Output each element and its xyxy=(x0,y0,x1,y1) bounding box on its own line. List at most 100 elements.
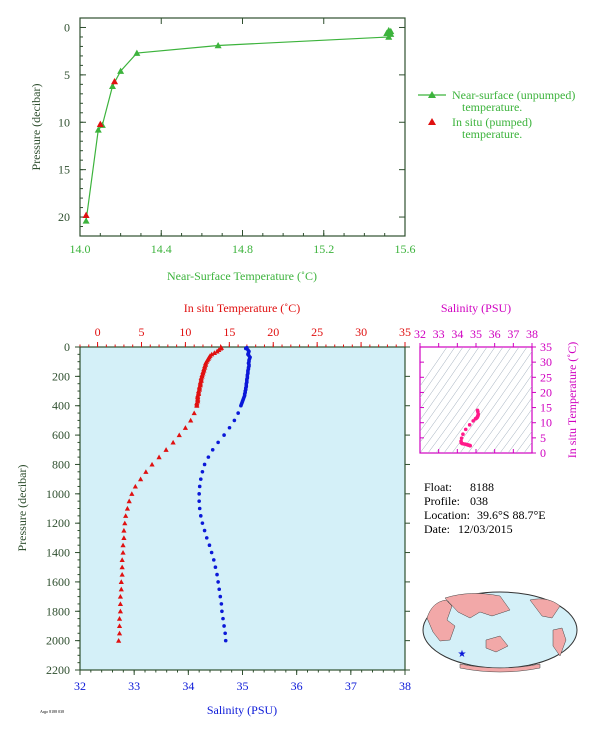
in-situ-point xyxy=(82,211,90,218)
ts-isopycnal-line xyxy=(467,362,532,453)
ts-xtick-label: 33 xyxy=(433,327,445,341)
profile-chart: 0 5 10 15 20 25 30 35 32 33 34 35 36 37 38 0 200 400 600 80… xyxy=(15,301,411,717)
map-antarctica xyxy=(459,663,541,673)
temperature-point xyxy=(119,557,125,562)
temp-tick-label: 25 xyxy=(311,325,323,339)
temperature-point xyxy=(120,549,126,555)
salinity-point xyxy=(215,572,219,577)
ts-isopycnal-line xyxy=(420,347,472,421)
ts-isopycnal-line xyxy=(443,347,520,453)
temperature-point xyxy=(117,593,124,599)
ts-point xyxy=(467,423,472,427)
pressure-tick-label: 2200 xyxy=(46,663,70,677)
salinity-point xyxy=(197,506,202,511)
temperature-point xyxy=(143,469,149,474)
float-location-marker: ★ xyxy=(458,649,467,660)
near-surface-point xyxy=(109,82,116,90)
near-surface-legend: Near-surface (unpumped) temperature. In … xyxy=(418,88,578,141)
temperature-point xyxy=(119,564,125,570)
near-surface-xtick-label: 14.4 xyxy=(151,242,172,256)
in-situ-point xyxy=(96,120,104,127)
salinity-point xyxy=(197,492,201,496)
profile-label: Profile: xyxy=(424,494,460,508)
ts-isopycnal-line xyxy=(523,441,532,453)
ts-xtick-label: 38 xyxy=(526,327,538,341)
temperature-point xyxy=(121,535,127,540)
ts-point xyxy=(459,436,464,440)
near-surface-ytick-label: 15 xyxy=(58,163,70,177)
ts-isopycnal-line xyxy=(491,397,532,453)
salinity-point xyxy=(222,433,226,437)
near-surface-ytick-label: 0 xyxy=(64,20,70,34)
salinity-point xyxy=(213,565,218,570)
ts-ytick-label: 0 xyxy=(540,446,546,460)
ts-point xyxy=(471,419,476,423)
temp-tick-label: 20 xyxy=(267,325,279,339)
near-surface-ytick-label: 10 xyxy=(58,115,70,129)
salinity-point xyxy=(217,587,222,592)
salinity-point xyxy=(197,484,202,489)
salinity-point xyxy=(222,624,226,628)
temperature-point xyxy=(126,498,132,504)
near-surface-xtick-label: 15.6 xyxy=(395,242,416,256)
near-surface-point xyxy=(385,33,393,40)
location-value: 39.6°S 88.7°E xyxy=(477,508,546,522)
ts-isopycnal-line xyxy=(451,347,528,453)
profile-series xyxy=(116,345,252,643)
ts-isopycnal-line xyxy=(420,347,488,443)
salinity-point xyxy=(202,528,207,533)
profile-bottom-xlabel: Salinity (PSU) xyxy=(207,703,277,717)
salinity-point xyxy=(206,455,211,459)
salinity-point xyxy=(211,558,216,562)
temperature-point xyxy=(118,579,124,584)
temperature-point xyxy=(124,505,131,511)
salinity-tick-label: 37 xyxy=(345,679,357,693)
salinity-point xyxy=(210,447,215,452)
pressure-tick-label: 2000 xyxy=(46,634,70,648)
ts-isopycnal-line xyxy=(507,419,532,453)
ts-xtick-label: 34 xyxy=(451,327,463,341)
ts-xtick-label: 35 xyxy=(470,327,482,341)
temp-tick-label: 15 xyxy=(223,325,235,339)
salinity-point xyxy=(207,543,212,548)
profile-ticks: 0 5 10 15 20 25 30 35 32 33 34 35 36 37 38 0 200 400 600 80… xyxy=(46,325,411,693)
ts-isopycnal-line xyxy=(499,408,532,453)
ts-ytick-label: 5 xyxy=(540,431,546,445)
pressure-tick-label: 1200 xyxy=(46,516,70,530)
temperature-point xyxy=(194,403,200,408)
temperature-point xyxy=(163,447,169,452)
legend-label-near-surface: Near-surface (unpumped) temperature. xyxy=(452,88,578,114)
temperature-point xyxy=(117,608,124,614)
temp-tick-label: 30 xyxy=(355,325,367,339)
temperature-point xyxy=(121,527,127,533)
legend-label-in-situ: In situ (pumped) temperature. xyxy=(452,115,535,141)
near-surface-ytick-label: 5 xyxy=(64,68,70,82)
temperature-point xyxy=(176,432,182,438)
ts-ytick-label: 25 xyxy=(540,370,552,384)
pressure-tick-label: 1400 xyxy=(46,546,70,560)
salinity-point xyxy=(198,477,203,481)
near-surface-chart: 14.0 14.4 14.8 15.2 15.6 0 5 10 15 20 Near-Surfac… xyxy=(29,17,578,283)
ts-isopycnal-line xyxy=(420,347,480,432)
pressure-tick-label: 400 xyxy=(52,399,70,413)
salinity-tick-label: 36 xyxy=(291,679,303,693)
pressure-tick-label: 1800 xyxy=(46,604,70,618)
salinity-tick-label: 38 xyxy=(399,679,411,693)
ts-isopycnal-line xyxy=(515,430,532,453)
ts-isopycnal-line xyxy=(420,347,496,453)
map-australia xyxy=(485,635,509,653)
map-south-america xyxy=(552,627,567,657)
float-info: Float: 8188 Profile: 038 Location: 39.6°… xyxy=(424,480,546,536)
ts-isopycnals xyxy=(420,347,532,453)
temperature-point xyxy=(149,461,155,467)
temp-tick-label: 10 xyxy=(179,325,191,339)
salinity-point xyxy=(197,499,201,503)
ts-xtick-label: 37 xyxy=(507,327,519,341)
ts-ytick-label: 30 xyxy=(540,355,552,369)
temp-tick-label: 0 xyxy=(95,325,101,339)
temperature-point xyxy=(123,513,129,518)
temperature-point xyxy=(214,348,220,354)
ts-point xyxy=(463,427,468,432)
